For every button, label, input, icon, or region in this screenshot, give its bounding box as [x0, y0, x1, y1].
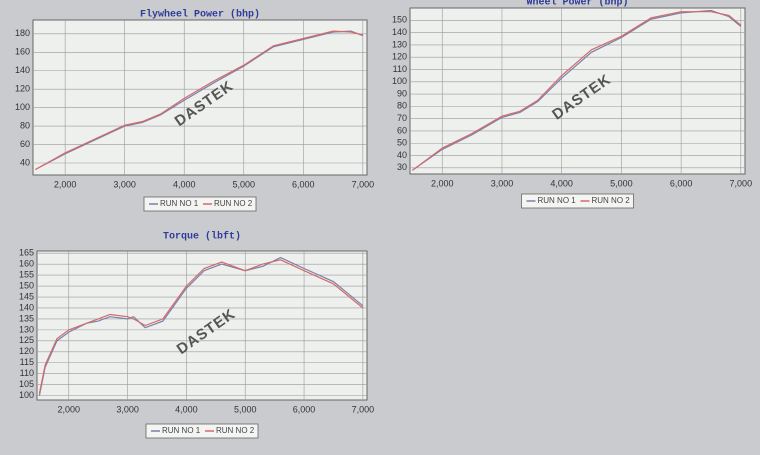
chart-title: Flywheel Power (bhp) — [140, 9, 260, 21]
x-tick-label: 5,000 — [234, 404, 257, 414]
y-tick-label: 120 — [392, 52, 407, 62]
x-tick-label: 7,000 — [352, 179, 375, 189]
legend-label: RUN NO 2 — [216, 426, 255, 435]
y-tick-label: 60 — [397, 125, 407, 135]
y-tick-label: 140 — [15, 65, 30, 75]
x-tick-label: 3,000 — [113, 179, 136, 189]
chart-title: Wheel Power (bhp) — [526, 0, 628, 9]
y-tick-label: 160 — [15, 47, 30, 57]
x-tick-label: 3,000 — [491, 178, 514, 188]
y-tick-label: 120 — [15, 84, 30, 94]
y-tick-label: 105 — [19, 379, 34, 389]
line — [35, 30, 364, 171]
legend-label: RUN NO 2 — [214, 199, 253, 208]
x-tick-label: 3,000 — [116, 404, 139, 414]
y-tick-label: 180 — [15, 28, 30, 38]
line — [35, 30, 363, 171]
plot-area — [32, 19, 368, 176]
legend — [143, 196, 257, 212]
y-tick-label: 100 — [19, 390, 34, 400]
line — [38, 259, 364, 394]
y-tick-label: 115 — [20, 357, 34, 367]
x-tick-label: 4,000 — [550, 178, 573, 188]
y-tick-label: 110 — [20, 368, 34, 378]
y-tick-label: 110 — [393, 64, 407, 74]
y-tick-label: 150 — [392, 15, 407, 25]
y-tick-label: 40 — [397, 150, 407, 160]
y-tick-label: 90 — [397, 88, 407, 98]
y-tick-label: 70 — [397, 113, 407, 123]
y-tick-label: 120 — [19, 346, 34, 356]
x-tick-label: 7,000 — [730, 178, 753, 188]
y-tick-label: 165 — [19, 248, 34, 258]
y-tick-label: 150 — [19, 280, 34, 290]
line — [412, 11, 742, 171]
y-tick-label: 40 — [20, 157, 30, 167]
plot-area — [36, 250, 368, 401]
x-tick-label: 4,000 — [175, 404, 198, 414]
y-tick-label: 100 — [392, 76, 407, 86]
y-tick-label: 80 — [20, 120, 30, 130]
x-tick-label: 5,000 — [610, 178, 633, 188]
plot-area — [409, 7, 746, 175]
y-tick-label: 140 — [392, 27, 407, 37]
y-tick-label: 80 — [397, 101, 407, 111]
x-tick-label: 2,000 — [431, 178, 454, 188]
x-tick-label: 6,000 — [670, 178, 693, 188]
y-tick-label: 145 — [19, 291, 34, 301]
legend — [521, 193, 634, 209]
legend-label: RUN NO 1 — [538, 196, 577, 205]
chart-title: Torque (lbft) — [163, 231, 241, 243]
x-tick-label: 7,000 — [352, 404, 375, 414]
y-tick-label: 160 — [19, 259, 34, 269]
y-tick-label: 155 — [19, 269, 34, 279]
x-tick-label: 6,000 — [292, 179, 315, 189]
y-tick-label: 140 — [19, 302, 34, 312]
x-tick-label: 4,000 — [173, 179, 196, 189]
legend-label: RUN NO 2 — [592, 196, 631, 205]
x-tick-label: 2,000 — [57, 404, 80, 414]
y-tick-label: 130 — [392, 39, 407, 49]
y-tick-label: 60 — [20, 139, 30, 149]
legend — [145, 423, 259, 439]
legend-label: RUN NO 1 — [162, 426, 201, 435]
x-tick-label: 6,000 — [293, 404, 316, 414]
y-tick-label: 125 — [19, 335, 34, 345]
y-tick-label: 135 — [19, 313, 34, 323]
y-tick-label: 50 — [397, 138, 407, 148]
y-tick-label: 100 — [15, 102, 30, 112]
x-tick-label: 2,000 — [54, 179, 77, 189]
line — [38, 256, 364, 396]
x-tick-label: 5,000 — [232, 179, 255, 189]
line — [412, 9, 742, 171]
y-tick-label: 30 — [397, 162, 407, 172]
legend-label: RUN NO 1 — [160, 199, 199, 208]
y-tick-label: 130 — [19, 324, 34, 334]
